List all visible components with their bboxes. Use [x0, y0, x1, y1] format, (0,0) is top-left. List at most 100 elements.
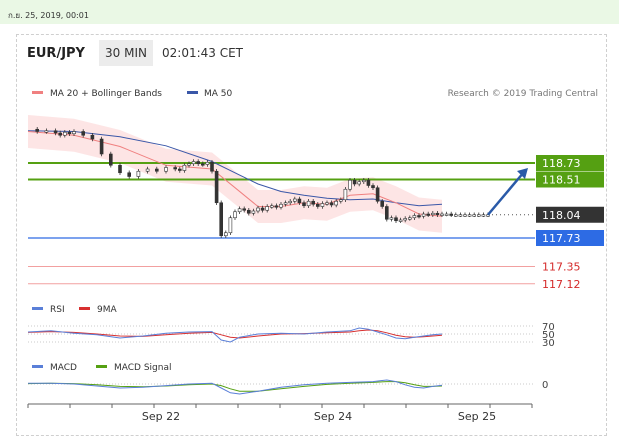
candle-body: [315, 203, 320, 207]
candle-body: [53, 130, 58, 134]
candle-body: [361, 179, 366, 183]
candle-body: [476, 214, 481, 217]
candle-body: [136, 170, 141, 177]
rsi9-legend-label: 9MA: [97, 305, 117, 315]
price-level-label: 118.04: [542, 209, 581, 222]
candle-body: [430, 212, 435, 216]
chart-card: [16, 34, 607, 436]
candle-body: [366, 179, 371, 186]
candle-body: [444, 213, 449, 216]
candle-body: [398, 219, 403, 222]
projection-arrowhead: [517, 168, 528, 179]
macd-signal-line: [27, 381, 443, 392]
candle-body: [99, 138, 104, 155]
rsi-line: [27, 327, 443, 343]
date-bar: ก.ย. 25, 2019, 00:01: [0, 0, 619, 24]
candle-body: [35, 128, 40, 132]
candle-body: [334, 200, 339, 206]
x-tick-label: Sep 25: [458, 410, 496, 423]
candle-body: [472, 214, 477, 217]
candle-body: [288, 200, 293, 204]
candle-body: [187, 163, 191, 166]
price-chart: 118.73 118.51 118.04 117.73 117.35 117.12: [27, 115, 604, 291]
candle-body: [155, 168, 159, 172]
signal-legend-swatch: [96, 365, 107, 368]
macd-legend-swatch: [32, 365, 43, 368]
ma50-legend-swatch: [187, 91, 198, 94]
macd-level-label: 0: [542, 380, 548, 391]
candle-body: [118, 164, 122, 174]
candle-body: [394, 217, 398, 222]
candle-body: [325, 202, 329, 205]
x-axis: Sep 22 Sep 24 Sep 25: [27, 403, 533, 423]
candle-body: [44, 130, 49, 133]
candle-body: [453, 214, 458, 217]
candle-body: [242, 208, 246, 211]
price-level-tag: [536, 155, 604, 171]
candle-body: [384, 206, 389, 220]
price-level-label: 117.12: [542, 278, 581, 291]
candle-body: [306, 200, 311, 207]
candle-body: [201, 163, 205, 166]
ma20-legend-swatch: [32, 91, 43, 94]
candle-body: [380, 200, 385, 207]
candle-body: [219, 202, 223, 237]
candle-body: [58, 132, 63, 136]
candle-body: [233, 211, 237, 219]
candle-body: [357, 181, 362, 185]
price-level-tag: [536, 206, 604, 223]
candle-body: [173, 167, 177, 170]
rsi-legend-label: RSI: [50, 305, 65, 315]
candle-body: [343, 188, 348, 201]
candle-body: [81, 131, 85, 136]
candle-body: [412, 215, 417, 219]
candle-body: [440, 213, 444, 216]
candle-body: [251, 210, 256, 214]
price-level-label: 118.51: [542, 174, 581, 187]
candle-body: [407, 217, 412, 220]
currency-pair: EUR/JPY: [27, 46, 85, 61]
candle-body: [421, 213, 426, 217]
macd-panel: MACD MACD Signal 0: [27, 363, 548, 395]
price-level-tag: [536, 171, 604, 188]
candle-body: [109, 153, 113, 166]
price-level-label: 117.73: [542, 232, 581, 245]
rsi9-legend-swatch: [79, 307, 90, 310]
price-level-label: 118.73: [542, 157, 581, 170]
credit-text: Research © 2019 Trading Central: [448, 89, 598, 99]
candle-body: [435, 212, 440, 216]
projection-arrow: [487, 171, 525, 216]
rsi-level-label: 70: [542, 322, 555, 333]
candle-body: [269, 205, 274, 208]
timestamp: 02:01:43 CET: [162, 46, 243, 60]
candle-body: [228, 217, 233, 234]
candle-body: [274, 205, 279, 208]
candle-body: [247, 209, 251, 214]
candle-body: [90, 134, 95, 140]
candle-body: [338, 199, 343, 202]
candle-body: [426, 213, 431, 216]
candle-body: [417, 215, 421, 218]
candle-body: [297, 198, 302, 204]
candle-body: [467, 214, 472, 217]
rsi-legend-swatch: [32, 307, 43, 310]
candle-body: [352, 179, 357, 185]
candle-body: [320, 203, 325, 207]
candle-body: [72, 131, 76, 135]
rsi-level-label: 30: [542, 338, 555, 349]
candle-body: [265, 206, 270, 211]
candle-body: [164, 167, 168, 172]
candle-body: [67, 131, 72, 135]
candle-body: [260, 207, 265, 211]
candle-body: [292, 198, 297, 202]
candle-body: [182, 164, 187, 171]
candle-body: [389, 217, 394, 220]
candle-body: [256, 207, 260, 212]
candle-body: [311, 200, 316, 205]
candle-body: [283, 202, 288, 205]
timeframe-button[interactable]: 30 MIN: [99, 40, 153, 66]
signal-legend-label: MACD Signal: [114, 363, 172, 373]
candle-body: [463, 214, 467, 217]
candle-body: [214, 170, 219, 204]
